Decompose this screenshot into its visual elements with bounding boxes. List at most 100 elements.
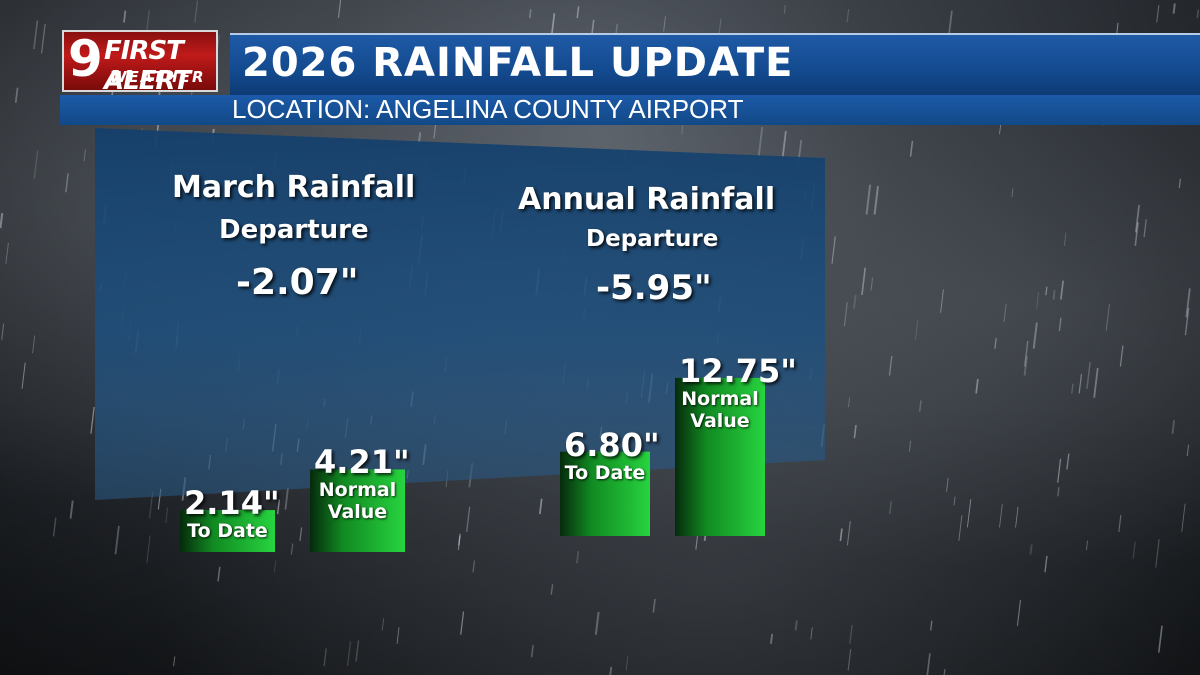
rain-streak (865, 184, 872, 215)
rain-streak (33, 150, 39, 179)
annual-bar-normal (675, 377, 765, 536)
rain-streak (528, 9, 532, 19)
rain-streak (472, 560, 476, 573)
march-bar-normal (310, 469, 405, 552)
rain-streak (1158, 625, 1163, 653)
rain-streak (940, 289, 944, 313)
rain-streak (458, 533, 461, 546)
location-bar (60, 95, 1200, 125)
rain-streak (194, 0, 199, 23)
rain-streak (1085, 540, 1089, 551)
bar-value-label: 4.21" (314, 443, 410, 482)
rain-streak (1052, 290, 1056, 300)
rain-streak (958, 515, 963, 541)
rain-streak (1093, 367, 1099, 398)
rain-streak (861, 267, 867, 296)
rain-streak (146, 535, 151, 564)
rain-streak (1066, 453, 1070, 470)
march-bar-to-date (180, 510, 275, 552)
rain-streak (1172, 3, 1176, 14)
panel-backdrop (95, 128, 825, 500)
rain-streak (5, 242, 9, 264)
rain-streak (1015, 506, 1019, 528)
logo-sub: WEATHER (110, 68, 206, 86)
rain-streak (831, 236, 836, 264)
rain-streak (396, 627, 400, 644)
rain-streak (966, 499, 972, 528)
rain-streak (847, 397, 851, 408)
rain-streak (1036, 291, 1040, 309)
rain-streak (1181, 503, 1186, 532)
rain-streak (1118, 515, 1122, 533)
rain-streak (926, 653, 931, 675)
rain-streak (888, 355, 893, 376)
rain-streak (83, 149, 86, 162)
rain-streak (114, 525, 120, 555)
rain-streak (165, 507, 169, 524)
bar-value-label: 12.75" (679, 351, 797, 390)
rain-streak (284, 487, 289, 510)
rain-streak (1023, 340, 1029, 367)
rain-streak (943, 669, 946, 675)
rain-streak (273, 560, 277, 573)
rain-streak (1134, 222, 1139, 246)
rain-streak (1060, 280, 1064, 300)
march-departure-label: Departure (219, 215, 369, 245)
rain-streak (355, 640, 360, 662)
rain-streak (1119, 345, 1124, 367)
rain-streak (1023, 356, 1028, 376)
rain-streak (918, 400, 922, 412)
rain-streak (550, 584, 554, 595)
annual-departure-label: Departure (586, 226, 719, 252)
bar-value-label: 2.14" (184, 484, 280, 523)
rain-streak (457, 535, 461, 551)
rain-streak (843, 302, 848, 327)
rain-streak (1, 323, 5, 340)
march-title: March Rainfall (172, 170, 416, 205)
rain-streak (52, 517, 57, 537)
rain-streak (276, 499, 281, 515)
rain-streak (173, 656, 176, 667)
rain-streak (681, 124, 684, 135)
annual-departure-value: -5.95" (596, 268, 712, 308)
rain-streak (839, 528, 843, 542)
rain-streak (652, 598, 656, 613)
rain-streak (1057, 458, 1062, 483)
rain-streak (1184, 307, 1190, 336)
rain-streak (781, 130, 787, 157)
rain-streak (32, 335, 36, 354)
rain-streak (888, 501, 892, 515)
rain-streak (466, 506, 471, 532)
rain-streak (0, 213, 4, 229)
rain-streak (1105, 303, 1110, 331)
rain-streak (323, 648, 327, 667)
rain-streak (1003, 304, 1007, 322)
rain-streak (290, 543, 294, 555)
rain-streak (1185, 288, 1191, 318)
rain-streak (123, 10, 127, 23)
rain-streak (1156, 5, 1160, 23)
rain-streak (794, 620, 798, 631)
bar-category-label: To Date (564, 461, 646, 484)
rain-streak (1063, 232, 1067, 247)
rain-streak (1143, 219, 1147, 238)
march-departure-value: -2.07" (236, 262, 359, 303)
rain-streak (90, 406, 95, 434)
rain-streak (460, 611, 465, 635)
rain-streak (846, 521, 851, 546)
rain-streak (847, 649, 852, 671)
rain-streak (1045, 286, 1048, 296)
logo-number: 9 (68, 30, 103, 88)
rain-streak (908, 440, 912, 452)
rain-streak (1016, 599, 1022, 626)
rain-streak (1135, 204, 1140, 233)
rain-streak (770, 633, 774, 644)
bar-category-label: Normal Value (681, 387, 759, 432)
rain-streak (1178, 178, 1181, 189)
rain-streak (381, 618, 385, 631)
rain-streak (625, 656, 629, 671)
rain-streak (757, 127, 764, 157)
rain-streak (1086, 362, 1091, 389)
rain-streak (975, 378, 979, 394)
